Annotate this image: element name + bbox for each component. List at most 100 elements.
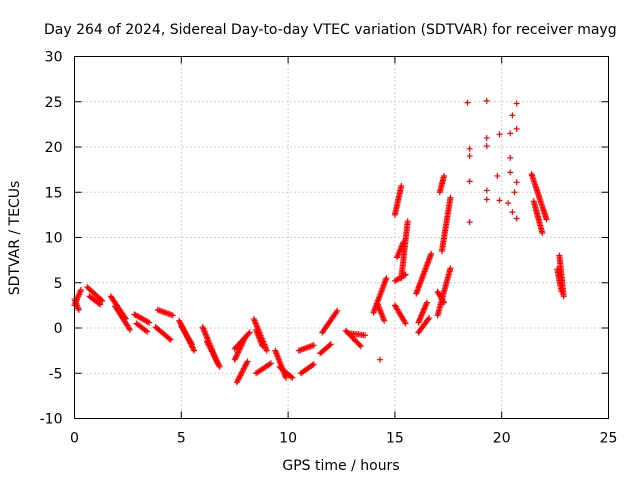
- data-point: [361, 332, 368, 339]
- data-point: [333, 309, 340, 316]
- data-point: [483, 97, 490, 104]
- data-point: [494, 172, 501, 179]
- x-tick-labels: 0 5 10 15 20 25: [70, 431, 617, 447]
- x-tick-label: 10: [279, 431, 297, 447]
- x-tick-label: 25: [600, 431, 618, 447]
- y-tick-label: 0: [54, 321, 63, 337]
- data-point: [327, 341, 334, 348]
- data-point: [289, 374, 296, 381]
- data-point: [97, 301, 104, 308]
- data-point: [466, 145, 473, 152]
- data-point: [167, 336, 174, 343]
- x-tick-label: 0: [70, 431, 79, 447]
- y-tick-label: 20: [45, 140, 63, 156]
- data-point: [188, 341, 195, 348]
- data-point: [441, 172, 448, 179]
- data-point: [483, 143, 490, 150]
- data-point: [383, 275, 390, 282]
- data-point: [447, 265, 454, 272]
- y-tick-label: 25: [45, 95, 63, 111]
- data-point: [216, 363, 223, 370]
- data-point: [127, 326, 134, 333]
- y-tick-label: 15: [45, 185, 63, 201]
- data-point: [466, 178, 473, 185]
- data-point: [144, 318, 151, 325]
- y-tick-label: -5: [49, 366, 63, 382]
- data-point: [266, 361, 273, 368]
- data-point: [398, 182, 405, 189]
- x-tick-label: 20: [493, 431, 511, 447]
- data-point: [509, 209, 516, 216]
- data-point: [268, 360, 275, 367]
- data-point: [246, 329, 253, 336]
- chart-title: Day 264 of 2024, Sidereal Day-to-day VTE…: [44, 22, 617, 38]
- data-point: [440, 298, 447, 305]
- data-point: [560, 293, 567, 300]
- data-point: [334, 307, 341, 314]
- data-point: [243, 359, 250, 366]
- data-point: [288, 373, 295, 380]
- data-point: [404, 218, 411, 225]
- data-point: [466, 219, 473, 226]
- data-point: [188, 339, 195, 346]
- data-point: [357, 343, 364, 350]
- data-point: [146, 319, 153, 326]
- data-point: [543, 216, 550, 223]
- data-point: [496, 197, 503, 204]
- data-point: [509, 112, 516, 119]
- data-point: [166, 335, 173, 342]
- data-point: [401, 319, 408, 326]
- data-point: [505, 200, 512, 207]
- data-point: [426, 315, 433, 322]
- y-tick-label: 30: [45, 50, 63, 66]
- data-point: [263, 347, 270, 354]
- data-point: [381, 317, 388, 324]
- data-point: [169, 312, 176, 319]
- data-point: [99, 297, 106, 304]
- data-point: [483, 134, 490, 141]
- data-point: [326, 342, 333, 349]
- data-point: [539, 229, 546, 236]
- data-point: [558, 288, 565, 295]
- data-point: [310, 361, 317, 368]
- data-point: [309, 362, 316, 369]
- data-point: [259, 343, 266, 350]
- y-tick-labels: -10 -5 0 5 10 15 20 25 30: [40, 50, 63, 428]
- x-axis-label: GPS time / hours: [282, 458, 399, 474]
- data-point: [513, 179, 520, 186]
- data-point: [447, 194, 454, 201]
- x-tick-label: 5: [177, 431, 186, 447]
- data-point: [282, 374, 289, 381]
- data-point: [356, 341, 363, 348]
- data-point: [507, 130, 514, 137]
- data-point: [95, 300, 102, 307]
- data-point: [507, 169, 514, 176]
- data-point: [441, 299, 448, 306]
- data-point: [242, 334, 249, 341]
- y-tick-label: -10: [40, 412, 63, 428]
- data-point: [425, 316, 432, 323]
- y-tick-label: 5: [54, 276, 63, 292]
- data-point: [244, 358, 251, 365]
- data-point: [466, 153, 473, 160]
- data-point: [245, 330, 252, 337]
- data-point: [144, 328, 151, 335]
- data-point: [483, 187, 490, 194]
- data-point: [507, 154, 514, 161]
- y-axis-label: SDTVAR / TECUs: [7, 181, 23, 296]
- data-point: [423, 299, 430, 306]
- data-point: [310, 342, 317, 349]
- data-point: [126, 325, 133, 332]
- data-point: [75, 306, 82, 313]
- data-point: [513, 215, 520, 222]
- grid: [74, 56, 609, 419]
- data-point: [77, 286, 84, 293]
- y-tick-label: 10: [45, 231, 63, 247]
- data-point: [142, 327, 149, 334]
- data-point: [98, 296, 105, 303]
- data-point: [464, 99, 471, 106]
- data-point: [376, 356, 383, 363]
- data-point: [402, 320, 409, 327]
- x-tick-label: 15: [386, 431, 404, 447]
